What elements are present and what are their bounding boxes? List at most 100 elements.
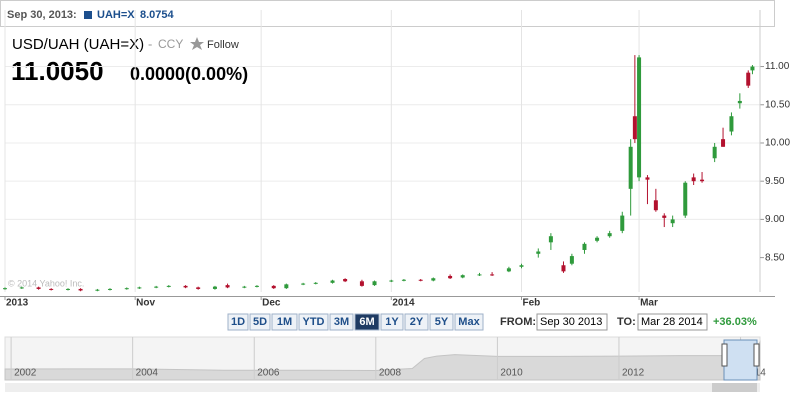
range-button[interactable]: [429, 313, 454, 331]
y-tick-label: 11.00: [765, 61, 790, 72]
range-button-label[interactable]: 1M: [277, 316, 292, 328]
range-button-label[interactable]: 1Y: [385, 316, 399, 328]
candle-body: [313, 282, 318, 284]
candle-body: [212, 286, 217, 289]
candle-body: [431, 278, 436, 281]
candle-body: [750, 66, 755, 71]
navigator-window[interactable]: [723, 339, 758, 381]
to-input[interactable]: [637, 313, 708, 331]
candle-body: [662, 215, 667, 218]
candle-body: [548, 236, 553, 243]
range-button[interactable]: [298, 313, 329, 331]
x-tick-label: Nov: [136, 298, 155, 309]
range-button[interactable]: [454, 313, 484, 331]
range-button-label[interactable]: 2Y: [410, 316, 424, 328]
quote-title: USD/UAH (UAH=X): [12, 36, 144, 53]
range-button-label[interactable]: 3M: [334, 316, 349, 328]
range-button-label[interactable]: YTD: [303, 316, 325, 328]
candle-body: [107, 288, 112, 290]
candle-body: [683, 182, 688, 216]
navigator-handle-right[interactable]: [753, 343, 760, 367]
candle-body: [166, 285, 171, 287]
navigator-year-label: 2012: [622, 368, 645, 379]
navigator-scrollbar[interactable]: [5, 383, 760, 392]
candle-body: [49, 288, 54, 290]
navigator-year-label: 2010: [500, 368, 523, 379]
candle-body: [65, 288, 70, 290]
candle-body: [670, 219, 675, 224]
range-button[interactable]: [227, 313, 249, 331]
range-button[interactable]: [404, 313, 429, 331]
from-label: FROM:: [500, 316, 536, 328]
candle-body: [242, 286, 247, 288]
candle-body: [737, 100, 742, 104]
candle-body: [196, 287, 201, 289]
candle-body: [746, 72, 751, 86]
candle-body: [271, 285, 276, 289]
to-value[interactable]: Mar 28 2014: [641, 316, 703, 328]
y-tick-label: 9.50: [765, 176, 785, 187]
range-button[interactable]: [380, 313, 404, 331]
candle-body: [632, 116, 637, 140]
range-button[interactable]: [271, 313, 298, 331]
range-button-label[interactable]: 5D: [253, 316, 267, 328]
candle-body: [561, 265, 566, 272]
legend-swatch: [84, 11, 92, 19]
candle-body: [582, 243, 587, 250]
candle-body: [36, 287, 41, 289]
from-input[interactable]: [536, 313, 608, 331]
candle-body: [343, 279, 348, 282]
quote-price: 11.0050: [11, 56, 104, 86]
candle-body: [225, 285, 230, 288]
from-value[interactable]: Sep 30 2013: [540, 316, 602, 328]
header-bar: [0, 0, 775, 27]
range-button-label[interactable]: Max: [458, 316, 480, 328]
y-tick-label: 9.00: [765, 214, 785, 225]
candle-body: [721, 139, 726, 147]
candle-body: [137, 287, 142, 289]
candle-body: [628, 146, 633, 189]
candle-body: [284, 284, 289, 289]
candle-body: [691, 177, 696, 182]
candle-body: [460, 275, 465, 278]
follow-star[interactable]: [190, 37, 204, 50]
dynamic-layer: 8.50 9.00 9.50 10.00 10.50 11.00 2013 Nov Dec 201…: [3, 10, 790, 381]
candle-body: [95, 289, 100, 291]
range-button[interactable]: [329, 313, 354, 331]
candle-body: [254, 285, 259, 287]
quote-change: 0.0000(0.00%): [130, 64, 248, 84]
navigator-handle-left[interactable]: [721, 343, 728, 367]
navigator-year-label: 2006: [257, 368, 280, 379]
candle-body: [301, 283, 306, 285]
candle-body: [477, 274, 482, 276]
candle-body: [700, 179, 705, 182]
candle-body: [653, 200, 658, 211]
range-button[interactable]: [249, 313, 271, 331]
legend-symbol: UAH=X: [97, 9, 135, 21]
candle-body: [729, 116, 734, 132]
range-button-label[interactable]: 5Y: [435, 316, 449, 328]
x-tick-label: Dec: [262, 298, 281, 309]
x-tick-label: Mar: [640, 298, 658, 309]
candle-body: [389, 280, 394, 282]
y-tick-label: 10.00: [765, 138, 790, 149]
candle-body: [712, 146, 717, 159]
x-tick-label: Feb: [522, 298, 540, 309]
navigator-year-label: 2008: [379, 368, 402, 379]
quote-separator: -: [148, 36, 152, 51]
navigator-scroll-thumb[interactable]: [712, 383, 757, 392]
follow-button[interactable]: Follow: [207, 39, 239, 51]
x-tick-label: 2014: [392, 298, 415, 309]
candle-body: [620, 215, 625, 231]
candle-body: [506, 268, 511, 272]
range-button[interactable]: [354, 313, 380, 331]
range-button-label[interactable]: 1D: [231, 316, 245, 328]
candle-body: [448, 275, 453, 279]
candle-body: [490, 274, 495, 276]
candle-body: [154, 286, 159, 288]
candle-body: [183, 285, 188, 288]
range-button-label[interactable]: 6M: [359, 316, 374, 328]
candle-body: [595, 237, 600, 241]
